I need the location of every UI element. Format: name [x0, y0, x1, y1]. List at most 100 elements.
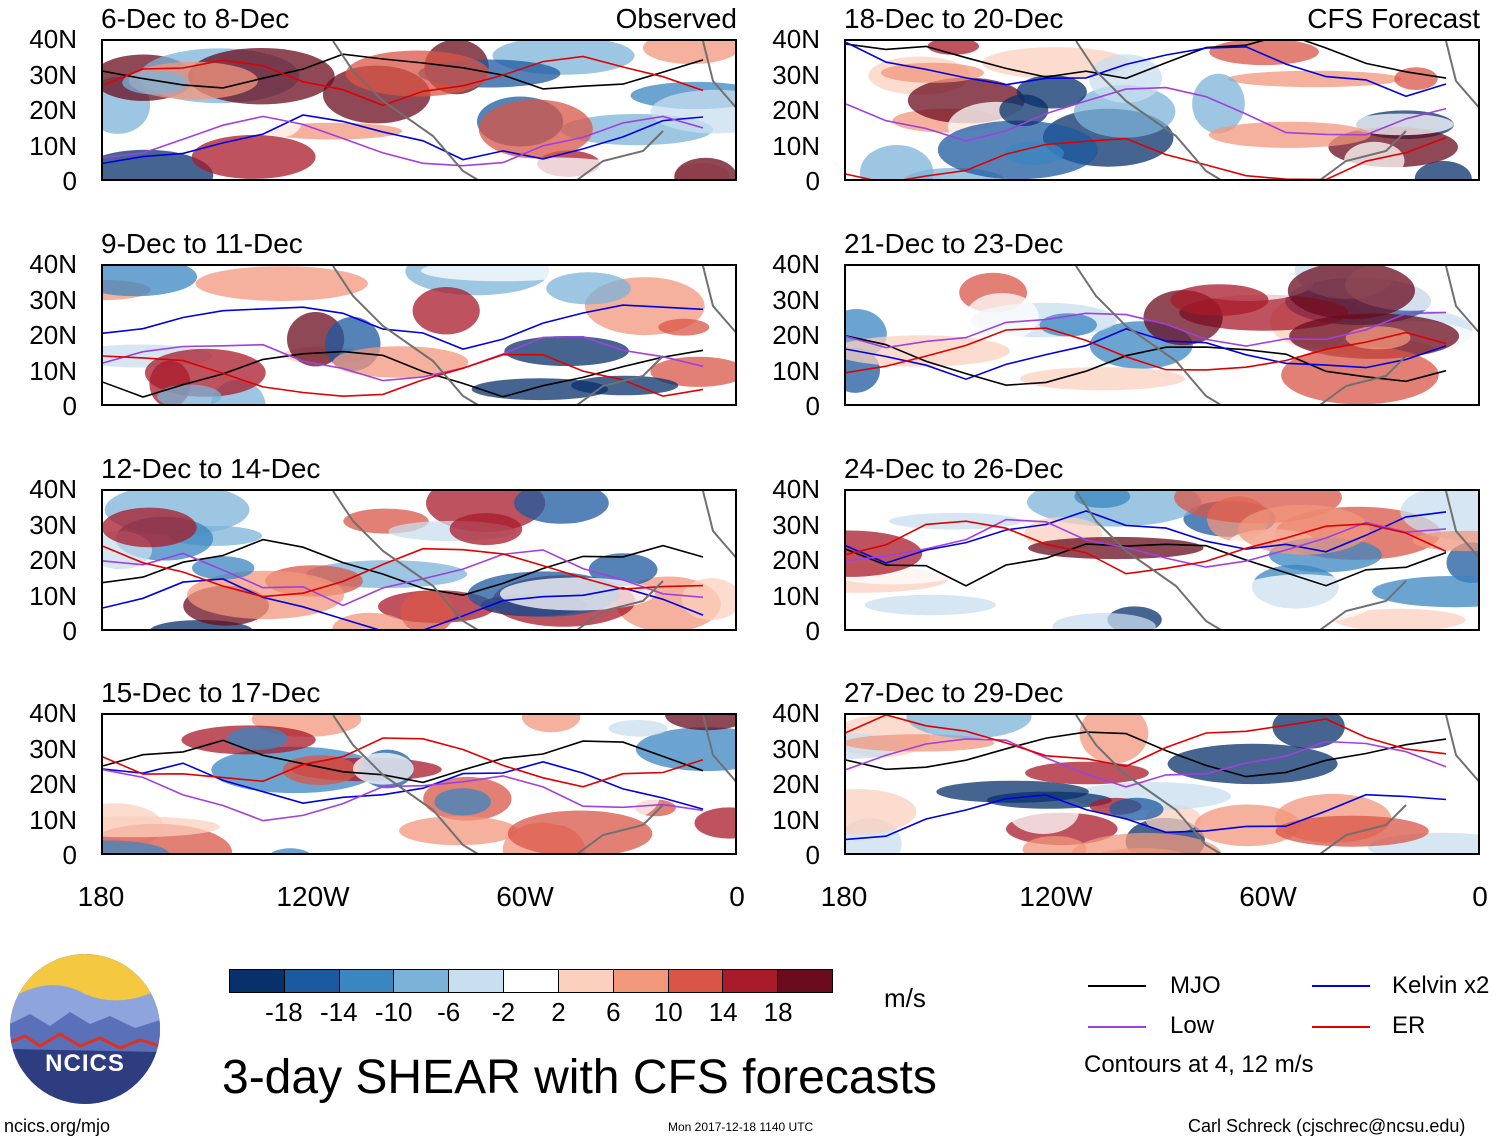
legend-label: ER: [1392, 1012, 1426, 1039]
panel-title: 6-Dec to 8-Dec: [101, 3, 290, 34]
shear-region: [192, 556, 255, 580]
coastline: [332, 41, 735, 179]
shear-region: [864, 594, 996, 616]
longitude-label: 0: [1472, 881, 1488, 912]
shear-region: [846, 335, 1010, 367]
shear-region: [473, 157, 629, 179]
shear-region: [1208, 121, 1371, 148]
latitude-label: 0: [62, 616, 77, 646]
contour-line: [103, 53, 704, 90]
shear-region: [650, 356, 735, 387]
colorbar-swatch: [668, 970, 724, 992]
shear-region: [514, 491, 609, 524]
footer-author: Carl Schreck (cjschrec@ncsu.edu): [1188, 1116, 1466, 1136]
main-title: 3-day SHEAR with CFS forecasts: [222, 1051, 937, 1104]
latitude-label: 40N: [772, 474, 820, 504]
footer-timestamp: Mon 2017-12-18 1140 UTC: [668, 1120, 814, 1134]
longitude-label: 180: [820, 881, 868, 912]
latitude-label: 20N: [772, 95, 820, 125]
latitude-label: 20N: [772, 769, 820, 799]
legend-swatch: [1088, 1026, 1146, 1028]
footer-link[interactable]: ncics.org/mjo: [4, 1116, 111, 1136]
legend-label: Low: [1170, 1012, 1215, 1039]
shear-region: [1272, 715, 1345, 749]
shear-region: [674, 157, 735, 179]
shear-region: [658, 318, 710, 336]
longitude-label: 0: [729, 881, 745, 912]
longitude-label: 120W: [1019, 881, 1093, 912]
forecast-label: CFS Forecast: [1307, 3, 1480, 34]
latitude-label: 10N: [772, 130, 820, 161]
latitude-label: 30N: [772, 733, 820, 764]
shear-region: [420, 266, 585, 282]
shear-region: [1414, 160, 1472, 179]
shear-region: [1022, 836, 1087, 853]
latitude-label: 0: [805, 616, 820, 646]
shear-region: [906, 715, 1032, 739]
shear-region: [511, 768, 660, 828]
latitude-label: 30N: [29, 733, 77, 764]
contour-line: [846, 738, 1447, 788]
shear-region: [1412, 530, 1478, 552]
longitude-label: 120W: [276, 881, 350, 912]
colorbar-label: 14: [708, 997, 738, 1027]
shear-region: [332, 612, 408, 629]
legend-swatch: [1312, 1026, 1370, 1028]
observed-label: Observed: [615, 3, 737, 34]
panel-title: 12-Dec to 14-Dec: [101, 453, 321, 484]
shear-region: [1275, 815, 1429, 847]
colorbar-swatch: [504, 970, 559, 992]
shear-region: [1198, 366, 1281, 404]
latitude-label: 40N: [772, 24, 820, 54]
shear-region: [1028, 536, 1204, 560]
panel-title: 21-Dec to 23-Dec: [844, 228, 1064, 259]
coastline: [332, 715, 735, 853]
shear-region: [103, 149, 214, 179]
shear-region: [122, 70, 189, 95]
latitude-label: 40N: [772, 249, 820, 279]
shear-map: [101, 39, 737, 181]
latitude-label: 10N: [29, 804, 77, 835]
contour-line: [103, 739, 704, 784]
latitude-label: 10N: [29, 355, 77, 386]
latitude-label: 0: [805, 166, 820, 196]
shear-region: [999, 94, 1049, 127]
colorbar-swatch: [449, 970, 505, 992]
colorbar-label: -10: [374, 997, 413, 1027]
colorbar-swatch: [778, 970, 832, 992]
latitude-label: 0: [805, 391, 820, 421]
contour-line: [846, 311, 1447, 349]
colorbar-label: 2: [551, 997, 566, 1027]
shear-region: [927, 41, 979, 55]
shear-region: [103, 507, 197, 548]
panel-title: 9-Dec to 11-Dec: [101, 228, 303, 259]
contour-line: [846, 327, 1447, 374]
shear-region: [681, 578, 735, 621]
contour-line: [103, 768, 704, 822]
colorbar-swatch: [284, 970, 340, 992]
contour-line: [846, 41, 1447, 98]
shear-region: [345, 50, 490, 97]
latitude-label: 30N: [29, 59, 77, 90]
latitude-label: 30N: [772, 509, 820, 540]
colorbar-swatch: [394, 970, 450, 992]
legend-label: Kelvin x2: [1392, 972, 1490, 999]
shear-region: [571, 375, 679, 396]
shear-region: [1052, 613, 1156, 629]
latitude-label: 20N: [29, 320, 77, 350]
shear-region: [400, 590, 455, 629]
shear-region: [1194, 804, 1301, 847]
panel-title: 15-Dec to 17-Dec: [101, 677, 321, 708]
contour-line: [103, 737, 704, 788]
contour-line: [846, 518, 1447, 568]
shear-region: [1287, 266, 1415, 320]
colorbar-label: 6: [606, 997, 621, 1027]
coastline: [332, 266, 735, 404]
latitude-label: 30N: [772, 59, 820, 90]
shear-region: [881, 62, 984, 83]
contour-line: [846, 715, 1447, 768]
shear-region: [846, 789, 917, 835]
colorbar-swatch: [339, 970, 395, 992]
contour-line: [846, 136, 1447, 179]
shear-region: [412, 287, 480, 335]
